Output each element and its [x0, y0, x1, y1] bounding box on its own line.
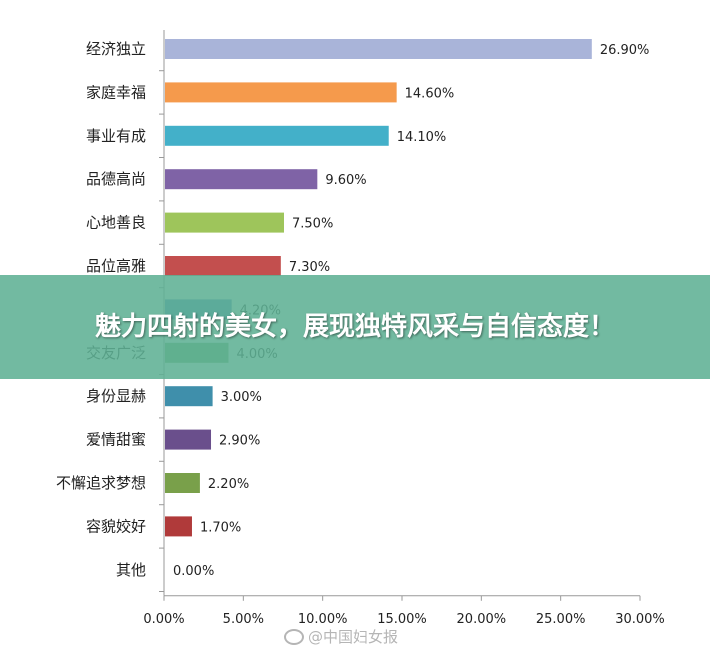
- category-label: 容貌姣好: [86, 517, 146, 535]
- category-label: 品位高雅: [86, 257, 146, 275]
- x-tick-label: 5.00%: [223, 612, 264, 627]
- bar: [165, 125, 389, 146]
- watermark-text: @中国妇女报: [308, 628, 399, 646]
- category-label: 不懈追求梦想: [56, 474, 146, 492]
- bar-value-label: 7.50%: [292, 217, 333, 232]
- category-label: 事业有成: [86, 127, 146, 145]
- bar: [165, 516, 192, 537]
- category-label: 经济独立: [86, 40, 146, 58]
- x-tick-label: 25.00%: [536, 612, 586, 627]
- x-tick-label: 15.00%: [377, 612, 427, 627]
- bar: [165, 39, 592, 59]
- bar: [165, 429, 212, 450]
- bar: [165, 82, 397, 103]
- x-tick-label: 20.00%: [457, 612, 507, 627]
- category-label: 身份显赫: [86, 387, 146, 405]
- bar-value-label: 7.30%: [289, 260, 330, 275]
- bar-value-label: 0.00%: [173, 564, 214, 579]
- bar-value-label: 14.10%: [397, 130, 447, 145]
- watermark: @中国妇女报: [284, 626, 398, 647]
- bar: [165, 386, 213, 407]
- category-label: 家庭幸福: [86, 83, 146, 101]
- bar-value-label: 2.90%: [219, 434, 260, 449]
- bar-value-label: 2.20%: [208, 477, 249, 492]
- weibo-icon: [284, 628, 304, 645]
- bar: [165, 256, 281, 276]
- bar: [165, 212, 284, 233]
- category-label: 其他: [116, 561, 146, 579]
- bar: [165, 473, 200, 493]
- caption-text: 魅力四射的美女，展现独特风采与自信态度！: [94, 312, 615, 342]
- bar: [165, 169, 318, 190]
- caption-banner: 魅力四射的美女，展现独特风采与自信态度！: [0, 275, 710, 379]
- bar-value-label: 14.60%: [405, 86, 455, 101]
- category-label: 心地善良: [86, 214, 146, 232]
- category-label: 爱情甜蜜: [86, 431, 146, 449]
- bar-value-label: 1.70%: [200, 520, 241, 535]
- bar-value-label: 26.90%: [600, 43, 650, 58]
- x-tick-label: 10.00%: [298, 612, 348, 627]
- x-tick-label: 0.00%: [143, 612, 184, 627]
- category-label: 品德高尚: [86, 170, 146, 188]
- bar-value-label: 9.60%: [325, 173, 366, 188]
- bar-value-label: 3.00%: [221, 390, 262, 405]
- x-tick-label: 30.00%: [615, 612, 665, 627]
